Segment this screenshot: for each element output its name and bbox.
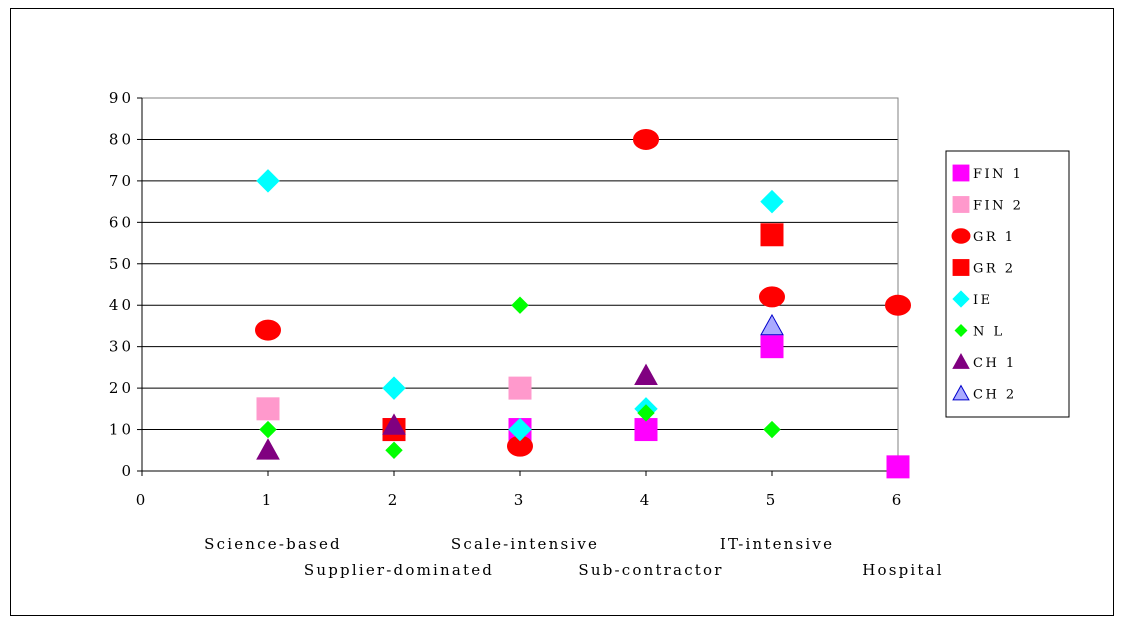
legend-label: CH 2 (973, 388, 1017, 403)
data-point (256, 169, 280, 193)
legend-entry: GR 2 (952, 259, 1016, 277)
data-point (633, 128, 659, 150)
series-n-l (259, 296, 781, 459)
y-tick-label: 30 (109, 338, 134, 356)
x-axis-ticks: 0 1 2 3 4 5 6 (136, 471, 905, 509)
series-ch-2 (760, 313, 784, 336)
data-point (511, 296, 529, 314)
legend-marker (952, 164, 970, 182)
legend-items: FIN 1 FIN 2 GR 1 GR 2 IE N L CH 1 CH 2 (951, 164, 1023, 403)
data-point (885, 294, 911, 316)
legend-marker (952, 290, 970, 308)
y-tick-label: 70 (109, 172, 134, 190)
legend-entry: FIN 1 (952, 164, 1023, 182)
legend-label: CH 1 (973, 356, 1017, 371)
series-gr-2 (382, 223, 784, 442)
legend-entry: CH 2 (952, 384, 1017, 403)
data-point (760, 189, 784, 214)
legend-label: FIN 1 (973, 167, 1023, 182)
y-tick-label: 40 (109, 296, 134, 314)
category-label: Science-based (204, 535, 342, 553)
legend-entry: GR 1 (951, 228, 1016, 245)
category-label: IT-intensive (720, 535, 834, 553)
data-point (634, 418, 658, 442)
legend-marker (954, 324, 968, 337)
data-point (255, 319, 281, 341)
legend-entry: IE (952, 290, 993, 308)
data-point (886, 455, 910, 479)
legend-label: GR 1 (973, 230, 1016, 245)
y-tick-label: 90 (109, 89, 134, 107)
legend: FIN 1 FIN 2 GR 1 GR 2 IE N L CH 1 CH 2 (945, 150, 1070, 418)
legend-label: FIN 2 (973, 199, 1023, 214)
data-point (508, 376, 532, 400)
y-tick-label: 10 (109, 421, 134, 439)
x-tick-label: 1 (262, 491, 275, 509)
data-point (637, 404, 655, 422)
legend-marker (951, 228, 971, 244)
legend-entry: CH 1 (952, 353, 1017, 371)
data-points (255, 128, 911, 479)
category-label: Supplier-dominated (304, 561, 494, 579)
y-tick-label: 20 (109, 379, 134, 397)
data-point (760, 313, 784, 336)
x-tick-label: 4 (640, 491, 653, 509)
category-label: Hospital (862, 561, 944, 579)
x-tick-label: 0 (136, 491, 149, 509)
plot-area-border (141, 97, 899, 472)
legend-label: IE (973, 293, 993, 308)
data-point (259, 420, 277, 439)
category-labels: Science-based Supplier-dominated Scale-int… (204, 535, 944, 579)
data-point (382, 413, 406, 435)
legend-label: N L (973, 325, 1005, 340)
data-point (759, 286, 785, 308)
chart-frame: 0 10 20 30 40 50 60 70 80 90 0 1 2 3 4 5 6 Science-base… (10, 8, 1114, 616)
y-tick-label: 80 (109, 130, 134, 148)
y-tick-label: 60 (109, 213, 134, 231)
scatter-chart: 0 10 20 30 40 50 60 70 80 90 0 1 2 3 4 5 6 Science-base… (109, 89, 1070, 579)
legend-label: GR 2 (973, 262, 1016, 277)
data-point (508, 417, 532, 442)
data-point (634, 363, 658, 385)
y-tick-label: 0 (121, 462, 134, 480)
data-point (382, 376, 406, 400)
x-tick-label: 3 (514, 491, 527, 509)
legend-entry: N L (954, 324, 1005, 340)
data-point (760, 223, 784, 247)
x-tick-label: 5 (766, 491, 779, 509)
category-label: Scale-intensive (451, 535, 599, 553)
data-point (763, 420, 781, 439)
series-ch-1 (256, 363, 658, 460)
y-tick-label: 50 (109, 255, 134, 273)
data-point (256, 438, 280, 460)
legend-marker (952, 384, 970, 401)
legend-marker (952, 353, 970, 369)
x-tick-label: 6 (892, 491, 905, 509)
data-point (256, 397, 280, 421)
x-tick-label: 2 (388, 491, 401, 509)
legend-marker (952, 196, 970, 213)
series-gr-1 (255, 128, 911, 457)
y-axis-ticks: 0 10 20 30 40 50 60 70 80 90 (109, 89, 142, 480)
category-label: Sub-contractor (578, 561, 723, 579)
data-point (385, 441, 403, 459)
legend-marker (952, 259, 970, 276)
legend-entry: FIN 2 (952, 196, 1023, 214)
data-point (760, 335, 784, 359)
series-fin-2 (256, 376, 532, 421)
legend-box (945, 150, 1070, 418)
